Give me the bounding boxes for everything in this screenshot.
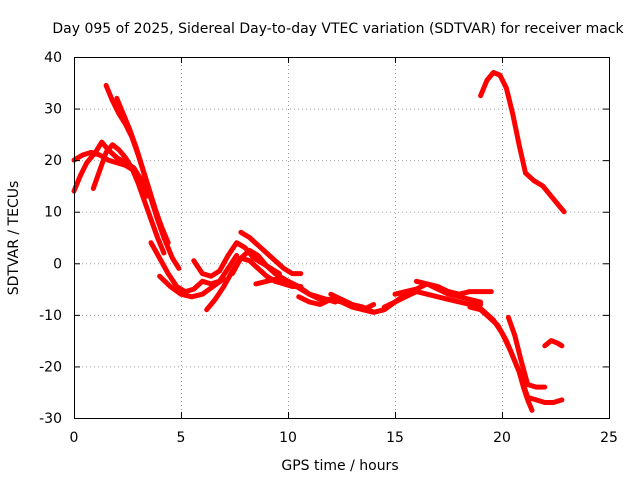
- series-track-22: [478, 70, 567, 215]
- series-track-11: [238, 229, 304, 277]
- series-track-3: [90, 142, 167, 256]
- y-tick-label: 0: [53, 256, 62, 272]
- series-track-9: [204, 255, 304, 313]
- y-tick-label: 10: [44, 205, 62, 221]
- y-tick-label: 20: [44, 153, 62, 169]
- axis-ticks: [74, 57, 610, 419]
- y-axis-label: SDTVAR / TECUs: [6, 181, 22, 296]
- chart-title: Day 095 of 2025, Sidereal Day-to-day VTE…: [52, 21, 624, 37]
- plot-frame: [74, 57, 610, 419]
- x-tick-label: 15: [386, 430, 404, 446]
- series-track-20: [505, 314, 548, 390]
- y-tick-label: 30: [44, 102, 62, 118]
- x-tick-label: 5: [177, 430, 186, 446]
- x-tick-label: 20: [493, 430, 511, 446]
- grid: [74, 57, 609, 418]
- y-tick-label: -20: [39, 359, 62, 375]
- series-track-15: [381, 289, 484, 310]
- series-track-21: [542, 338, 565, 349]
- x-tick-label: 25: [600, 430, 618, 446]
- y-tick-label: -10: [39, 308, 62, 324]
- x-axis-label: GPS time / hours: [281, 458, 398, 474]
- series-track-7: [157, 273, 227, 300]
- x-tick-label: 10: [279, 430, 297, 446]
- y-tick-label: -30: [39, 411, 62, 427]
- y-tick-label: 40: [44, 50, 62, 66]
- x-tick-label: 0: [70, 430, 79, 446]
- series-track-17: [413, 278, 484, 305]
- series-group: [71, 70, 567, 413]
- series-track-5: [114, 95, 171, 246]
- tick-labels: 0 5 10 15 20 25 40 30 20 10 0 -10 -20 -30: [39, 50, 618, 446]
- series-track-19: [473, 302, 565, 405]
